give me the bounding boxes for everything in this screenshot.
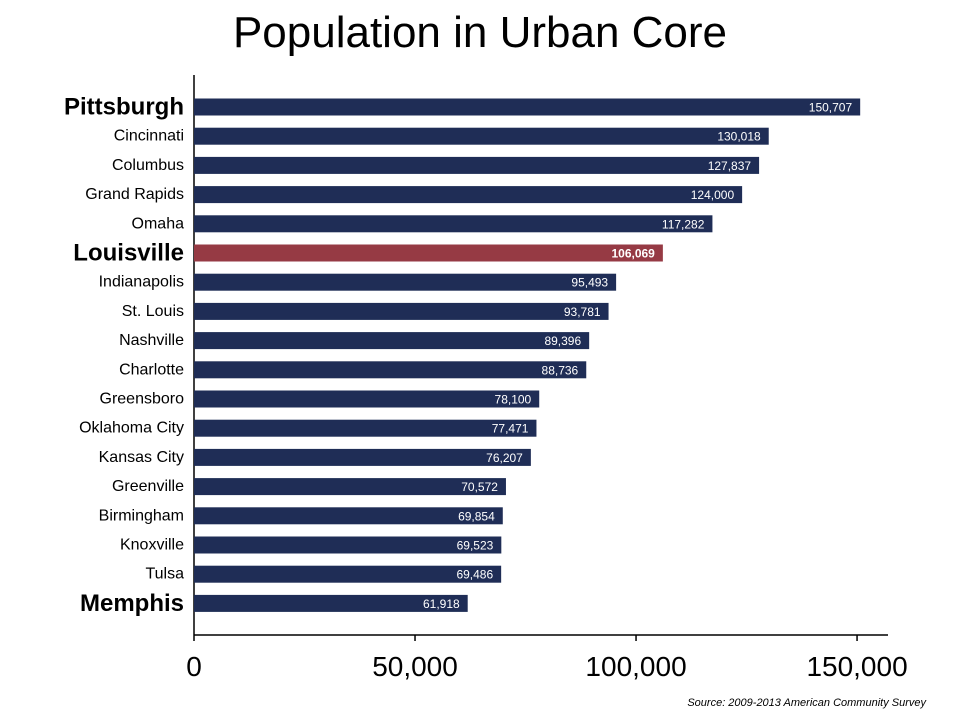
value-label: 76,207 (486, 451, 523, 465)
bar-grand-rapids (194, 186, 743, 204)
category-label: Columbus (112, 157, 184, 174)
category-label: Indianapolis (99, 274, 184, 291)
value-label: 70,572 (461, 480, 498, 494)
chart-title: Population in Urban Core (232, 8, 728, 57)
bar-greensboro (194, 390, 540, 408)
bar-omaha (194, 215, 713, 233)
category-label: Louisville (73, 240, 184, 267)
value-label: 69,854 (458, 509, 495, 523)
category-label: Greenville (112, 478, 184, 495)
category-label: Knoxville (120, 537, 184, 554)
category-label: Pittsburgh (64, 94, 184, 121)
category-label: Kansas City (99, 449, 184, 466)
category-label: Tulsa (145, 566, 184, 583)
bar-charlotte (194, 361, 587, 379)
category-label: Omaha (132, 215, 185, 232)
category-labels: Pittsburgh Cincinnati Columbus Grand Rapids… (64, 94, 184, 617)
bars (194, 98, 861, 612)
category-label: Memphis (80, 590, 184, 617)
bar-memphis (194, 594, 468, 612)
value-label: 150,707 (809, 101, 853, 115)
x-tick-label: 50,000 (372, 651, 458, 682)
bar-tulsa (194, 565, 502, 583)
bar-st-louis (194, 302, 609, 320)
category-label: St. Louis (122, 303, 184, 320)
value-label: 69,523 (457, 539, 494, 553)
value-label: 117,282 (662, 217, 705, 231)
bar-indianapolis (194, 273, 617, 291)
category-label: Charlotte (119, 361, 184, 378)
value-label: 77,471 (492, 422, 529, 436)
bar-oklahoma-city (194, 419, 537, 437)
x-tick-label: 150,000 (806, 651, 907, 682)
category-label: Birmingham (99, 507, 184, 524)
bar-greenville (194, 478, 506, 496)
category-label: Oklahoma City (79, 420, 184, 437)
value-label: 93,781 (564, 305, 601, 319)
value-label: 88,736 (542, 363, 579, 377)
x-tick-label: 100,000 (585, 651, 686, 682)
bar-louisville (194, 244, 663, 262)
value-label: 78,100 (495, 393, 532, 407)
value-label: 89,396 (544, 334, 581, 348)
bar-birmingham (194, 507, 503, 525)
x-tick-label: 0 (186, 651, 202, 682)
source-note: Source: 2009-2013 American Community Sur… (687, 697, 926, 709)
category-label: Nashville (119, 332, 184, 349)
bar-cincinnati (194, 127, 769, 145)
value-label: 127,837 (708, 159, 752, 173)
bar-nashville (194, 332, 590, 350)
x-axis-ticks: 0 50,000 100,000 150,000 (186, 635, 908, 682)
category-label: Grand Rapids (85, 186, 184, 203)
value-labels: 150,707 130,018 127,837 124,000 117,282 106,0… (423, 101, 852, 611)
bar-knoxville (194, 536, 502, 554)
value-label: 106,069 (611, 247, 655, 261)
bar-kansas-city (194, 448, 531, 466)
value-label: 69,486 (456, 568, 493, 582)
category-label: Greensboro (100, 391, 185, 408)
bar-columbus (194, 156, 760, 174)
bar-pittsburgh (194, 98, 861, 116)
value-label: 95,493 (571, 276, 608, 290)
category-label: Cincinnati (114, 128, 184, 145)
value-label: 61,918 (423, 597, 460, 611)
value-label: 130,018 (717, 130, 761, 144)
value-label: 124,000 (691, 188, 735, 202)
